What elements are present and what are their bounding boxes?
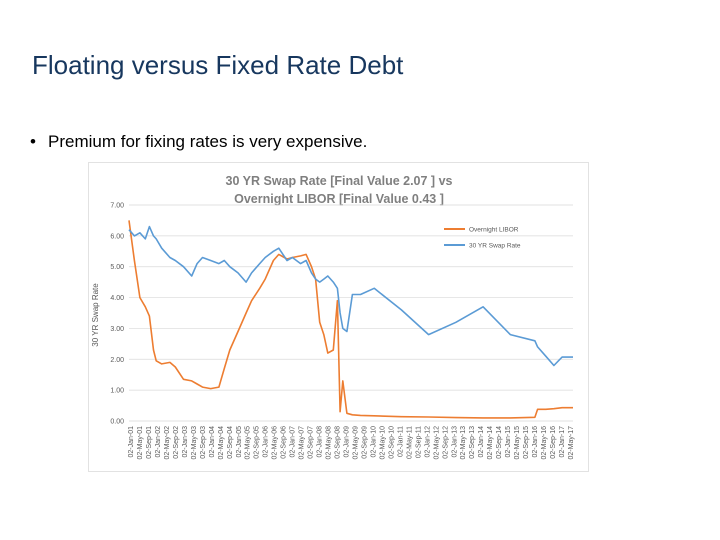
x-tick-label: 02-May-04 [218, 426, 225, 460]
y-tick-label: 1.00 [110, 388, 124, 395]
x-tick-label: 02-Sep-07 [308, 426, 315, 459]
x-tick-label: 02-Jan-15 [505, 426, 512, 458]
x-tick-label: 02-Jan-08 [317, 426, 324, 458]
series-lines [128, 220, 573, 419]
y-tick-label: 7.00 [110, 203, 124, 210]
x-tick-label: 02-Jan-16 [532, 426, 539, 458]
x-tick-label: 02-May-06 [272, 426, 279, 460]
x-tick-label: 02-May-16 [541, 426, 548, 460]
x-tick-label: 02-May-14 [487, 426, 494, 460]
x-tick-label: 02-Jan-03 [182, 426, 189, 458]
x-tick-label: 02-Sep-09 [361, 426, 368, 459]
legend-entry: 30 YR Swap Rate [469, 243, 521, 250]
x-tick-label: 02-Jan-04 [209, 426, 216, 458]
x-tick-label: 02-May-15 [514, 426, 521, 460]
x-tick-label: 02-Jan-07 [290, 426, 297, 458]
y-tick-label: 5.00 [110, 264, 124, 271]
x-tick-label: 02-Sep-10 [388, 426, 395, 459]
x-tick-label: 02-Sep-06 [281, 426, 288, 459]
x-tick-label: 02-Sep-08 [335, 426, 342, 459]
bullet-marker: • [30, 132, 36, 151]
bullet-item: • Premium for fixing rates is very expens… [30, 132, 367, 152]
x-tick-label: 02-May-01 [137, 426, 144, 460]
x-tick-label: 02-Sep-16 [550, 426, 557, 459]
x-tick-label: 02-Jan-11 [397, 426, 404, 457]
x-tick-label: 02-Jan-13 [451, 426, 458, 458]
x-tick-label: 02-Jan-09 [344, 426, 351, 458]
x-tick-label: 02-May-03 [191, 426, 198, 460]
chart-container: 30 YR Swap Rate [Final Value 2.07 ] vs O… [88, 162, 589, 472]
x-tick-label: 02-Sep-13 [469, 426, 476, 459]
x-tick-label: 02-May-09 [352, 426, 359, 460]
x-tick-label: 02-May-11 [406, 426, 413, 459]
x-tick-label: 02-Jan-17 [559, 426, 566, 458]
y-tick-label: 2.00 [110, 357, 124, 364]
series-line-libor [128, 220, 573, 419]
slide-title: Floating versus Fixed Rate Debt [32, 50, 404, 80]
gridlines [129, 204, 573, 422]
x-tick-label: 02-Jan-01 [128, 426, 135, 458]
y-tick-label: 0.00 [110, 419, 124, 426]
x-tick-label: 02-Jan-14 [478, 426, 485, 458]
x-tick-label: 02-Sep-01 [146, 426, 153, 459]
x-tick-label: 02-May-08 [326, 426, 333, 460]
x-tick-label: 02-May-05 [245, 426, 252, 460]
y-axis-ticks: 7.00 6.00 5.00 4.00 3.00 2.00 1.00 0.00 [110, 203, 124, 426]
x-tick-label: 02-Sep-15 [523, 426, 530, 459]
legend-entry: Overnight LIBOR [469, 227, 519, 234]
x-tick-label: 02-Sep-05 [254, 426, 261, 459]
x-tick-label: 02-Jan-12 [424, 426, 431, 458]
legend: Overnight LIBOR 30 YR Swap Rate [444, 227, 521, 250]
x-tick-label: 02-May-12 [433, 426, 440, 460]
x-tick-label: 02-Sep-12 [442, 426, 449, 459]
x-tick-label: 02-Sep-11 [415, 426, 422, 458]
bullet-text: Premium for fixing rates is very expensi… [48, 132, 368, 151]
x-tick-label: 02-May-13 [460, 426, 467, 460]
x-tick-label: 02-Sep-14 [496, 426, 503, 459]
series-line-swap [128, 225, 573, 367]
x-tick-label: 02-Jan-10 [370, 426, 377, 458]
x-tick-label: 02-May-10 [379, 426, 386, 460]
y-axis-label: 30 YR Swap Rate [91, 283, 100, 347]
y-tick-label: 4.00 [110, 295, 124, 302]
y-tick-label: 6.00 [110, 233, 124, 240]
x-tick-label: 02-May-02 [164, 426, 171, 460]
x-tick-label: 02-May-07 [299, 426, 306, 460]
y-tick-label: 3.00 [110, 326, 124, 333]
chart-title-line2: Overnight LIBOR [Final Value 0.43 ] [234, 192, 444, 206]
x-tick-label: 02-Jan-06 [263, 426, 270, 458]
x-tick-label: 02-May-17 [568, 426, 575, 460]
x-axis-ticks: 02-Jan-01 02-May-01 02-Sep-01 02-Jan-02 02-M… [128, 426, 575, 460]
x-tick-label: 02-Sep-02 [173, 426, 180, 459]
x-tick-label: 02-Jan-05 [236, 426, 243, 458]
x-tick-label: 02-Jan-02 [155, 426, 162, 458]
line-chart: 30 YR Swap Rate [Final Value 2.07 ] vs O… [91, 174, 575, 460]
chart-title-line1: 30 YR Swap Rate [Final Value 2.07 ] vs [226, 174, 453, 188]
x-tick-label: 02-Sep-03 [200, 426, 207, 459]
x-tick-label: 02-Sep-04 [227, 426, 234, 459]
